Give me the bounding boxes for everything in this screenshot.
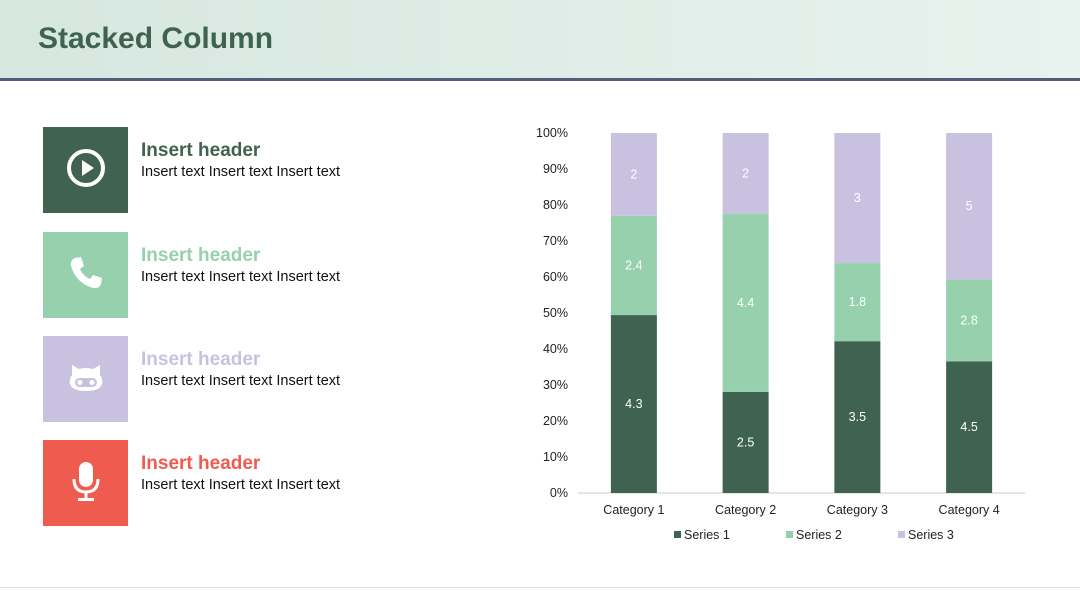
legend-label: Series 3 [908, 528, 954, 542]
item-header: Insert header [141, 349, 261, 370]
bar-segment [610, 315, 657, 493]
microphone-icon [66, 459, 106, 508]
y-tick-label: 10% [543, 450, 568, 464]
play-icon [65, 147, 107, 194]
data-label: 5 [966, 199, 973, 213]
bar-segment [722, 391, 769, 493]
data-label: 2.8 [960, 313, 977, 327]
x-tick-label: Category 3 [827, 503, 888, 517]
phone-icon [66, 253, 106, 298]
item-text: Insert text Insert text Insert text [141, 164, 341, 180]
footer-line [0, 587, 1080, 588]
data-label: 2.5 [737, 435, 754, 449]
bar-segment [946, 133, 993, 280]
legend-swatch [674, 531, 681, 538]
legend-label: Series 2 [796, 528, 842, 542]
title-bar: Stacked Column [0, 0, 1080, 81]
data-label: 2.4 [625, 258, 642, 272]
icon-tile [43, 127, 128, 213]
y-tick-label: 50% [543, 306, 568, 320]
bar-segment [834, 341, 881, 493]
feature-item: Insert header Insert text Insert text In… [43, 336, 443, 422]
data-label: 3 [854, 191, 861, 205]
data-label: 4.3 [625, 397, 642, 411]
data-label: 3.5 [849, 410, 866, 424]
page-title: Stacked Column [38, 22, 274, 55]
icon-tile [43, 336, 128, 422]
y-tick-label: 40% [543, 342, 568, 356]
y-tick-label: 30% [543, 378, 568, 392]
bar-segment [834, 263, 881, 342]
data-label: 4.4 [737, 296, 754, 310]
x-tick-label: Category 1 [603, 503, 664, 517]
x-tick-label: Category 2 [715, 503, 776, 517]
y-tick-label: 90% [543, 162, 568, 176]
y-tick-label: 100% [536, 126, 568, 140]
legend-label: Series 1 [684, 528, 730, 542]
item-text: Insert text Insert text Insert text [141, 477, 341, 493]
bar-segment [610, 215, 657, 316]
bar-segment [610, 133, 657, 216]
y-tick-label: 70% [543, 234, 568, 248]
data-label: 4.5 [960, 420, 977, 434]
item-header: Insert header [141, 245, 261, 266]
x-tick-label: Category 4 [939, 503, 1000, 517]
icon-tile [43, 232, 128, 318]
item-text: Insert text Insert text Insert text [141, 373, 341, 389]
item-text: Insert text Insert text Insert text [141, 269, 341, 285]
legend-swatch [898, 531, 905, 538]
data-label: 2 [742, 166, 749, 180]
feature-item: Insert header Insert text Insert text In… [43, 440, 443, 526]
item-header: Insert header [141, 453, 261, 474]
bar-segment [834, 133, 881, 264]
feature-item: Insert header Insert text Insert text In… [43, 232, 443, 318]
data-label: 1.8 [849, 295, 866, 309]
y-tick-label: 0% [550, 486, 568, 500]
bar-segment [946, 279, 993, 362]
feature-item: Insert header Insert text Insert text In… [43, 127, 443, 213]
y-tick-label: 80% [543, 198, 568, 212]
bar-segment [722, 213, 769, 392]
legend-swatch [786, 531, 793, 538]
github-icon [66, 357, 106, 402]
item-header: Insert header [141, 140, 261, 161]
bar-segment [946, 361, 993, 493]
y-tick-label: 60% [543, 270, 568, 284]
icon-tile [43, 440, 128, 526]
data-label: 2 [630, 167, 637, 181]
bar-segment [722, 133, 769, 214]
y-tick-label: 20% [543, 414, 568, 428]
